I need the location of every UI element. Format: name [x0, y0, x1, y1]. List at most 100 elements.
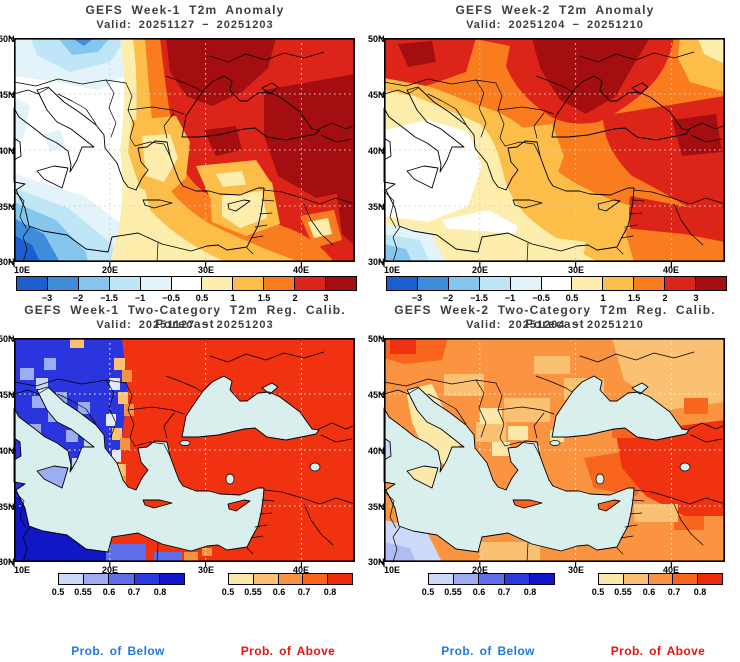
- lat-tick-label: 40N: [368, 446, 385, 456]
- map-week1-anomaly: 50N 45N 40N 35N 30N 10E 20E 30E 40E: [0, 34, 356, 275]
- lat-tick-label: 30N: [0, 257, 15, 267]
- colorbar-segment: [503, 574, 529, 584]
- panel-week1-two-category: GEFS Week-1 Two-Category T2m Reg. Calib.…: [0, 300, 370, 662]
- colorbar-segment: [201, 277, 233, 290]
- map-week1-two-category: 50N 45N 40N 35N 30N 10E 20E 30E 40E: [0, 334, 356, 575]
- colorbar-segment: [478, 277, 510, 290]
- panel-week2-two-category: GEFS Week-2 Two-Category T2m Reg. Calib.…: [368, 300, 740, 662]
- lon-tick-label: 40E: [662, 565, 679, 575]
- colorbar-segment: [263, 277, 295, 290]
- prob-tick: 0.8: [153, 587, 167, 597]
- colorbar-segment: [599, 574, 623, 584]
- prob-tick: 0.55: [614, 587, 632, 597]
- prob-below-colorbar: [58, 573, 185, 585]
- prob-tick: 0.7: [297, 587, 311, 597]
- colorbar-segment: [59, 574, 84, 584]
- colorbar-segment: [672, 574, 698, 584]
- colorbar-tick: 1: [600, 293, 606, 303]
- colorbar-segment: [133, 574, 159, 584]
- prob-above-label: Prob. of Above: [240, 644, 336, 658]
- colorbar-tick: −1.5: [470, 293, 488, 303]
- colorbar-segment: [528, 574, 555, 584]
- colorbar-tick: 1.5: [627, 293, 641, 303]
- panel-valid-range: Valid: 20251204 − 20251210: [466, 19, 644, 31]
- colorbar-tick: −2: [442, 293, 454, 303]
- colorbar-segment: [325, 277, 356, 290]
- prob-tick: 0.8: [323, 587, 337, 597]
- prob-tick: 0.6: [272, 587, 286, 597]
- anomaly-colorbar: [16, 276, 357, 291]
- colorbar-tick: 0.5: [565, 293, 579, 303]
- lat-tick-label: 30N: [368, 557, 385, 567]
- colorbar-tick: 2: [292, 293, 298, 303]
- colorbar-segment: [697, 574, 722, 584]
- colorbar-segment: [108, 574, 134, 584]
- lon-tick-label: 20E: [101, 565, 118, 575]
- lat-tick-label: 35N: [368, 502, 385, 512]
- colorbar-segment: [453, 574, 479, 584]
- colorbar-tick: −0.5: [532, 293, 550, 303]
- prob-tick: 0.55: [244, 587, 262, 597]
- colorbar-segment: [17, 277, 47, 290]
- prob-below-label: Prob. of Below: [71, 644, 165, 658]
- lon-tick-label: 30E: [567, 265, 584, 275]
- lat-tick-label: 35N: [0, 502, 15, 512]
- colorbar-segment: [77, 277, 109, 290]
- colorbar-segment: [294, 277, 326, 290]
- panel-week2-anomaly: GEFS Week-2 T2m Anomaly Valid: 20251204 …: [368, 0, 740, 303]
- lon-tick-label: 40E: [292, 265, 309, 275]
- colorbar-tick: 2: [662, 293, 668, 303]
- colorbar-segment: [429, 574, 454, 584]
- lon-tick-label: 30E: [197, 565, 214, 575]
- lat-tick-label: 35N: [0, 202, 15, 212]
- lat-tick-label: 40N: [368, 146, 385, 156]
- prob-tick: 0.5: [221, 587, 235, 597]
- colorbar-segment: [46, 277, 78, 290]
- lat-tick-label: 50N: [0, 34, 15, 44]
- colorbar-segment: [602, 277, 634, 290]
- lat-tick-label: 50N: [368, 334, 385, 344]
- colorbar-tick: 3: [323, 293, 329, 303]
- prob-tick: 0.55: [74, 587, 92, 597]
- lon-tick-label: 20E: [471, 265, 488, 275]
- colorbar-segment: [158, 574, 185, 584]
- prob-tick: 0.5: [591, 587, 605, 597]
- colorbar-segment: [232, 277, 264, 290]
- colorbar-tick: −3: [41, 293, 53, 303]
- prob-below-colorbar: [428, 573, 555, 585]
- colorbar-segment: [252, 574, 278, 584]
- prob-tick: 0.5: [51, 587, 65, 597]
- colorbar-segment: [478, 574, 504, 584]
- lon-tick-label: 30E: [197, 265, 214, 275]
- colorbar-tick: 1.5: [257, 293, 271, 303]
- panel-valid-range: Valid: 20251204 − 20251210: [466, 319, 644, 331]
- colorbar-tick: −0.5: [162, 293, 180, 303]
- prob-below-label: Prob. of Below: [441, 644, 535, 658]
- colorbar-segment: [622, 574, 648, 584]
- prob-tick: 0.7: [667, 587, 681, 597]
- lat-tick-label: 45N: [368, 90, 385, 100]
- prob-above-label: Prob. of Above: [610, 644, 706, 658]
- map-canvas-week2-two-category: [379, 337, 726, 567]
- colorbar-segment: [327, 574, 352, 584]
- map-week2-anomaly: 50N 45N 40N 35N 30N 10E 20E 30E 40E: [368, 34, 726, 275]
- colorbar-segment: [83, 574, 109, 584]
- colorbar-tick: 3: [693, 293, 699, 303]
- panel-title: GEFS Week-1 T2m Anomaly: [85, 3, 285, 17]
- lon-tick-label: 20E: [101, 265, 118, 275]
- prob-above-colorbar: [598, 573, 723, 585]
- prob-tick: 0.6: [642, 587, 656, 597]
- map-canvas-week1-two-category: [9, 337, 356, 567]
- colorbar-segment: [509, 277, 541, 290]
- colorbar-tick: 1: [230, 293, 236, 303]
- lat-tick-label: 45N: [368, 390, 385, 400]
- lat-tick-label: 50N: [368, 34, 385, 44]
- lat-tick-label: 30N: [0, 557, 15, 567]
- lon-tick-label: 30E: [567, 565, 584, 575]
- colorbar-segment: [387, 277, 417, 290]
- prob-tick: 0.55: [444, 587, 462, 597]
- lat-tick-label: 30N: [368, 257, 385, 267]
- prob-tick: 0.8: [693, 587, 707, 597]
- prob-tick: 0.7: [497, 587, 511, 597]
- panel-title: GEFS Week-1 Two-Category T2m Reg. Calib.…: [24, 303, 346, 331]
